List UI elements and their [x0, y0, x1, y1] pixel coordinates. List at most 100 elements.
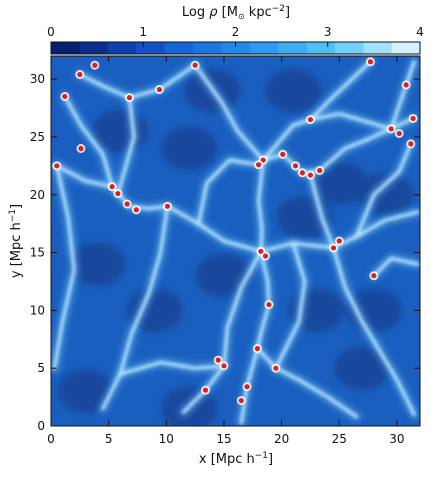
density-node: [330, 245, 337, 251]
filament: [332, 246, 416, 416]
void-region: [334, 346, 391, 391]
filament: [355, 142, 413, 238]
filament: [257, 158, 265, 253]
density-node: [62, 93, 68, 100]
y-tick-label: 0: [37, 419, 45, 433]
void-region: [69, 242, 126, 287]
filament: [182, 249, 263, 414]
x-axis-label: x [Mpc h−1]: [199, 451, 273, 467]
filament: [118, 360, 226, 376]
density-node: [126, 95, 133, 101]
density-node: [221, 363, 227, 369]
colorbar-label: Log ρ [M⊙ kpc−2]: [182, 4, 290, 21]
density-node: [336, 238, 342, 244]
x-tick-label: 25: [332, 432, 347, 446]
y-tick-label: 10: [30, 303, 45, 317]
filament: [101, 204, 169, 411]
x-tick-label: 30: [389, 432, 404, 446]
density-node: [396, 130, 402, 137]
colorbar-tick-label: 4: [416, 25, 424, 39]
density-node: [403, 82, 409, 88]
colorbar-segment: [51, 42, 80, 54]
y-axis-label: y [Mpc h−1]: [8, 204, 24, 278]
high-density-nodes: [52, 57, 418, 406]
colorbar-segment: [334, 42, 364, 54]
colorbar-segment: [221, 42, 251, 54]
density-node: [273, 365, 279, 371]
density-node: [408, 141, 414, 147]
colorbar-segment: [306, 42, 336, 54]
colorbar-tick-label: 1: [139, 25, 147, 39]
colorbar-segment: [164, 42, 194, 54]
density-node: [164, 203, 171, 209]
density-node: [109, 184, 115, 190]
void-region: [161, 126, 218, 171]
colorbar-segment: [192, 42, 222, 54]
colorbar-tick-label: 3: [324, 25, 332, 39]
density-node: [367, 59, 374, 65]
filament: [197, 158, 261, 226]
filament: [116, 96, 136, 196]
density-node: [115, 190, 121, 197]
density-node: [317, 167, 323, 174]
filament: [309, 173, 335, 250]
x-tick-label: 15: [216, 432, 231, 446]
colorbar-segment: [136, 42, 166, 54]
density-node: [156, 86, 162, 93]
density-node: [133, 207, 139, 213]
density-node: [202, 387, 209, 393]
x-tick-label: 0: [47, 432, 55, 446]
filament: [53, 164, 76, 370]
filament: [372, 256, 420, 278]
filament: [309, 112, 393, 131]
density-node: [371, 273, 377, 279]
density-node: [54, 163, 60, 169]
filament: [63, 95, 114, 189]
plot-frame: [50, 55, 421, 427]
density-map: [51, 56, 420, 426]
density-node: [292, 163, 299, 169]
filament: [193, 63, 265, 162]
colorbar-segment: [278, 42, 307, 54]
colorbar-tick-labels: 0 1 2 3 4: [47, 25, 424, 39]
density-node: [307, 172, 314, 178]
x-tick-label: 5: [105, 432, 113, 446]
density-node: [215, 357, 221, 363]
density-node: [307, 116, 314, 123]
void-region: [57, 369, 114, 414]
density-node: [244, 384, 250, 390]
y-axis-ticks: 0 5 10 15 20 25 30: [30, 72, 420, 433]
colorbar-segment: [391, 42, 421, 54]
colorbar-segment: [249, 42, 279, 54]
y-tick-label: 20: [30, 188, 45, 202]
colorbar-tick-label: 2: [232, 25, 240, 39]
y-tick-label: 30: [30, 72, 45, 86]
density-node: [192, 62, 198, 68]
y-tick-label: 25: [30, 130, 45, 144]
density-node: [78, 145, 84, 152]
density-node: [410, 115, 416, 122]
density-node: [92, 62, 98, 68]
filament: [274, 241, 307, 370]
x-tick-label: 20: [274, 432, 289, 446]
colorbar-segment: [363, 42, 393, 54]
colorbar-tick-label: 0: [47, 25, 55, 39]
density-node: [77, 71, 83, 78]
colorbar: [50, 42, 421, 54]
density-node: [388, 126, 394, 132]
density-node: [258, 248, 264, 255]
density-node: [124, 201, 130, 207]
x-axis-ticks: 0 5 10 15 20 25 30: [47, 56, 405, 446]
void-region: [265, 68, 322, 113]
density-node: [280, 151, 286, 157]
colorbar-segment: [79, 42, 109, 54]
y-tick-label: 5: [37, 361, 45, 375]
density-node: [299, 170, 305, 176]
x-tick-label: 10: [159, 432, 174, 446]
density-node: [266, 301, 272, 308]
density-node: [254, 345, 261, 352]
void-region: [311, 161, 368, 206]
density-node: [255, 162, 262, 168]
density-node: [238, 397, 244, 404]
